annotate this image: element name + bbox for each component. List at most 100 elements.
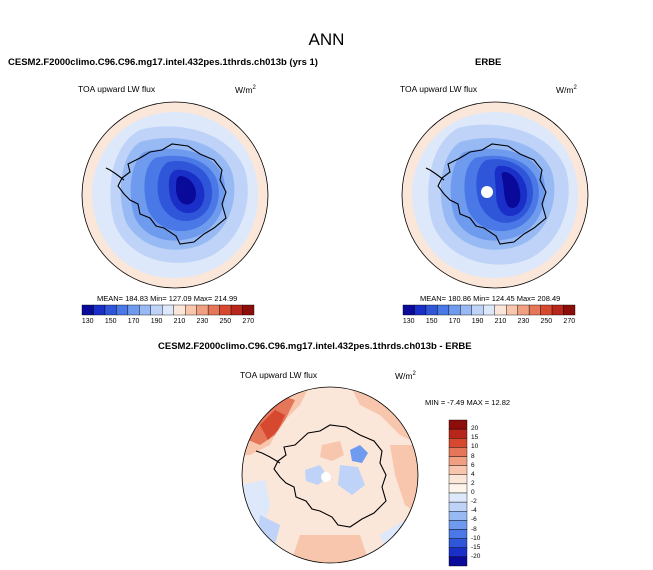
model-units-base: W/m bbox=[235, 85, 253, 95]
diff-colorbar-tick-label: -8 bbox=[471, 525, 477, 533]
diff-colorbar-tick-label: 0 bbox=[471, 489, 475, 496]
colorbar-swatch bbox=[162, 304, 174, 316]
colorbar-swatch bbox=[116, 304, 129, 316]
colorbar-tick-label: 270 bbox=[242, 318, 255, 325]
colorbar-swatch bbox=[540, 304, 553, 316]
diff-warm-e bbox=[390, 445, 418, 515]
colorbar-swatch bbox=[505, 304, 518, 316]
diff-colorbar bbox=[448, 419, 468, 567]
diff-panel-title: CESM2.F2000climo.C96.C96.mg17.intel.432p… bbox=[158, 341, 472, 352]
diff-cold-spot bbox=[350, 445, 368, 463]
colorbar-swatch bbox=[460, 304, 472, 316]
model-units-exp: 2 bbox=[252, 85, 256, 92]
diff-peninsula bbox=[255, 450, 281, 464]
colorbar-swatch bbox=[414, 304, 427, 316]
diff-colorbar-tick-label: 15 bbox=[471, 434, 479, 442]
colorbar-swatch bbox=[150, 304, 163, 316]
diff-colorbar-swatch bbox=[448, 501, 468, 512]
diff-colorbar-tick-label: -20 bbox=[471, 552, 481, 560]
colorbar-swatch bbox=[207, 304, 220, 316]
colorbar-swatch bbox=[139, 304, 151, 316]
diff-colorbar-swatch bbox=[448, 483, 468, 494]
diff-colorbar-labels: 20 15 10 8 6 4 2 0 -2 -4 -6 -8 -10 -15 -20 bbox=[471, 420, 501, 566]
diff-colorbar-swatch bbox=[448, 547, 468, 558]
diff-colorbar-swatch bbox=[448, 456, 468, 466]
colorbar-swatch bbox=[551, 304, 564, 316]
obs-peninsula bbox=[425, 167, 445, 181]
colorbar-tick-label: 150 bbox=[425, 318, 438, 325]
obs-units-base: W/m bbox=[556, 85, 574, 95]
diff-colorbar-swatch bbox=[448, 492, 468, 503]
colorbar-tick-label: 150 bbox=[104, 318, 117, 325]
diff-colorbar-tick-label: -15 bbox=[471, 543, 481, 551]
diff-colorbar-swatch bbox=[448, 447, 468, 457]
colorbar-swatch bbox=[483, 304, 495, 316]
diff-cool-interior bbox=[338, 465, 365, 495]
colorbar-tick-label: 130 bbox=[402, 318, 415, 325]
obs-pole-hole bbox=[481, 186, 493, 198]
colorbar-tick-label: 230 bbox=[517, 318, 530, 325]
diff-warm-interior bbox=[320, 441, 344, 461]
colorbar-tick-label: 210 bbox=[173, 318, 186, 325]
colorbar-tick-label: 270 bbox=[563, 318, 576, 325]
model-polar-map bbox=[81, 101, 269, 289]
colorbar-swatch bbox=[81, 304, 94, 316]
colorbar-swatch bbox=[402, 304, 415, 316]
obs-level-6 bbox=[501, 172, 521, 208]
diff-colorbar-tick-label: 8 bbox=[471, 452, 475, 460]
obs-units-label: W/m2 bbox=[556, 85, 577, 95]
diff-colorbar-tick-label: 2 bbox=[471, 479, 475, 487]
diff-colorbar-swatch bbox=[448, 520, 468, 530]
diff-colorbar-swatch bbox=[448, 428, 468, 439]
diff-colorbar-swatch bbox=[448, 465, 468, 475]
diff-colorbar-tick-label: 10 bbox=[471, 443, 479, 451]
model-level-6 bbox=[176, 176, 196, 205]
diff-colorbar-tick-label: 20 bbox=[471, 425, 479, 433]
colorbar-swatch bbox=[93, 304, 106, 316]
colorbar-tick-label: 250 bbox=[219, 318, 232, 325]
colorbar-swatch bbox=[230, 304, 243, 316]
obs-colorbar-labels: 130 150 170 190 210 230 250 270 bbox=[403, 318, 575, 328]
colorbar-tick-label: 130 bbox=[81, 318, 94, 325]
model-coastline bbox=[117, 143, 227, 245]
model-peninsula bbox=[105, 167, 125, 181]
diff-colorbar-tick-label: -2 bbox=[471, 498, 477, 506]
diff-colorbar-swatch bbox=[448, 511, 468, 521]
diff-units-exp: 2 bbox=[412, 371, 416, 378]
diff-colorbar-swatch bbox=[448, 474, 468, 485]
colorbar-tick-label: 230 bbox=[196, 318, 209, 325]
colorbar-swatch bbox=[127, 304, 140, 316]
colorbar-swatch bbox=[425, 304, 438, 316]
obs-coastline bbox=[437, 143, 547, 245]
diff-coastline bbox=[273, 424, 387, 528]
obs-variable-label: TOA upward LW flux bbox=[400, 84, 478, 94]
model-colorbar bbox=[81, 304, 255, 316]
diff-polar-map bbox=[241, 386, 419, 564]
model-variable-label: TOA upward LW flux bbox=[78, 84, 156, 94]
colorbar-swatch bbox=[471, 304, 484, 316]
colorbar-swatch bbox=[196, 304, 209, 316]
diff-hot-core bbox=[260, 410, 285, 440]
diff-colorbar-swatch bbox=[448, 556, 468, 567]
obs-colorbar bbox=[402, 304, 576, 316]
diff-colorbar-tick-label: -6 bbox=[471, 516, 477, 524]
model-units-label: W/m2 bbox=[235, 85, 256, 95]
obs-panel-title: ERBE bbox=[475, 57, 502, 68]
colorbar-swatch bbox=[219, 304, 232, 316]
colorbar-swatch bbox=[173, 304, 186, 316]
colorbar-swatch bbox=[184, 304, 197, 316]
diff-colorbar-tick-label: 6 bbox=[471, 461, 475, 469]
obs-units-exp: 2 bbox=[573, 85, 577, 92]
diff-map-border bbox=[241, 386, 419, 564]
model-panel-title: CESM2.F2000climo.C96.C96.mg17.intel.432p… bbox=[8, 57, 318, 68]
model-stats: MEAN= 184.83 Min= 127.09 Max= 214.99 bbox=[97, 294, 238, 303]
colorbar-tick-label: 250 bbox=[540, 318, 553, 325]
colorbar-tick-label: 170 bbox=[127, 318, 140, 325]
diff-units-label: W/m2 bbox=[395, 371, 416, 381]
diff-variable-label: TOA upward LW flux bbox=[240, 370, 318, 380]
colorbar-swatch bbox=[494, 304, 507, 316]
diff-colorbar-swatch bbox=[448, 529, 468, 539]
colorbar-swatch bbox=[437, 304, 450, 316]
diff-warm-s bbox=[290, 535, 370, 563]
model-colorbar-labels: 130 150 170 190 210 230 250 270 bbox=[82, 318, 254, 328]
